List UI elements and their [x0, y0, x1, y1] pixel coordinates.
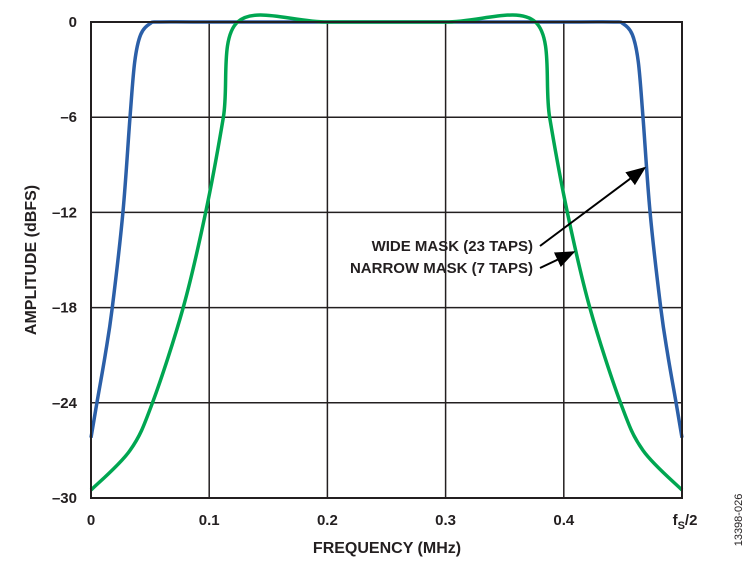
- annotation-label: WIDE MASK (23 TAPS): [372, 238, 533, 255]
- x-tick-label: 0.3: [435, 512, 456, 529]
- y-tick-labels: 0 –6 –12 –18 –24 –30: [52, 14, 78, 507]
- figure-id: 13398-026: [733, 494, 745, 547]
- x-axis-label: FREQUENCY (MHz): [313, 540, 461, 557]
- x-tick-label: 0.2: [317, 512, 338, 529]
- plot-frame: [90, 21, 683, 499]
- y-tick-label: –24: [52, 395, 78, 412]
- x-tick-labels: 0 0.1 0.2 0.3 0.4 fS/2: [87, 512, 698, 532]
- y-tick-label: –6: [60, 109, 77, 126]
- annotations: WIDE MASK (23 TAPS) NARROW MASK (7 TAPS): [350, 166, 647, 277]
- annotation-arrow: [539, 251, 576, 269]
- x-tick-label: 0: [87, 512, 95, 529]
- x-tick-label: fS/2: [673, 512, 698, 532]
- y-tick-label: –18: [52, 300, 77, 317]
- y-tick-label: –30: [52, 490, 77, 507]
- y-tick-label: 0: [69, 14, 77, 31]
- y-tick-label: –12: [52, 204, 77, 221]
- x-tick-subscript: S: [678, 520, 685, 532]
- annotation-arrow: [539, 166, 647, 247]
- x-tick-label: 0.1: [199, 512, 220, 529]
- y-axis-label: AMPLITUDE (dBFS): [23, 185, 40, 335]
- series-line-wide-mask: [89, 20, 684, 438]
- x-tick-label: 0.4: [553, 512, 575, 529]
- x-tick-suffix: /2: [685, 512, 698, 529]
- annotation-label: NARROW MASK (7 TAPS): [350, 260, 533, 277]
